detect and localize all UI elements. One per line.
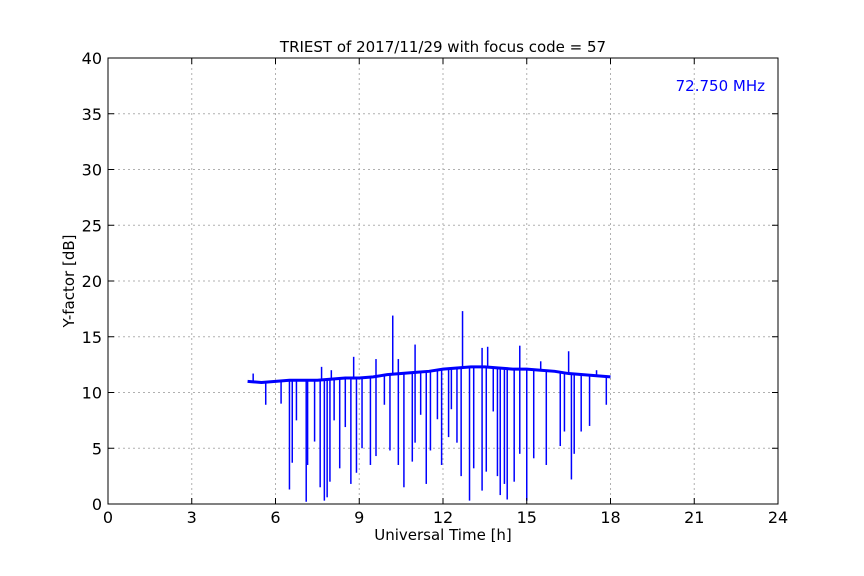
y-tick-label: 0 bbox=[92, 495, 102, 514]
y-axis-label: Y-factor [dB] bbox=[60, 234, 78, 328]
x-tick-label: 21 bbox=[684, 508, 704, 527]
frequency-annotation: 72.750 MHz bbox=[676, 77, 765, 95]
x-tick-label: 18 bbox=[600, 508, 620, 527]
x-tick-label: 0 bbox=[103, 508, 113, 527]
series-layer bbox=[247, 311, 611, 502]
x-tick-label: 6 bbox=[270, 508, 280, 527]
y-tick-label: 5 bbox=[92, 439, 102, 458]
x-axis-label: Universal Time [h] bbox=[374, 526, 512, 544]
y-tick-label: 10 bbox=[82, 384, 102, 403]
y-tick-label: 30 bbox=[82, 161, 102, 180]
y-tick-label: 25 bbox=[82, 216, 102, 235]
y-tick-label: 20 bbox=[82, 272, 102, 291]
x-tick-label: 3 bbox=[187, 508, 197, 527]
grid-lines bbox=[108, 58, 778, 504]
y-tick-label: 15 bbox=[82, 328, 102, 347]
x-tick-label: 9 bbox=[354, 508, 364, 527]
y-tick-label: 35 bbox=[82, 105, 102, 124]
chart-title: TRIEST of 2017/11/29 with focus code = 5… bbox=[279, 38, 606, 56]
y-tick-label: 40 bbox=[82, 49, 102, 68]
x-tick-label: 12 bbox=[433, 508, 453, 527]
x-tick-label: 24 bbox=[768, 508, 788, 527]
x-tick-label: 15 bbox=[517, 508, 537, 527]
series-baseline bbox=[247, 365, 611, 384]
axis-ticks: 0 3 6 9 12 15 18 21 24 0 5 10 15 20 25 30 35 40 bbox=[82, 49, 789, 527]
